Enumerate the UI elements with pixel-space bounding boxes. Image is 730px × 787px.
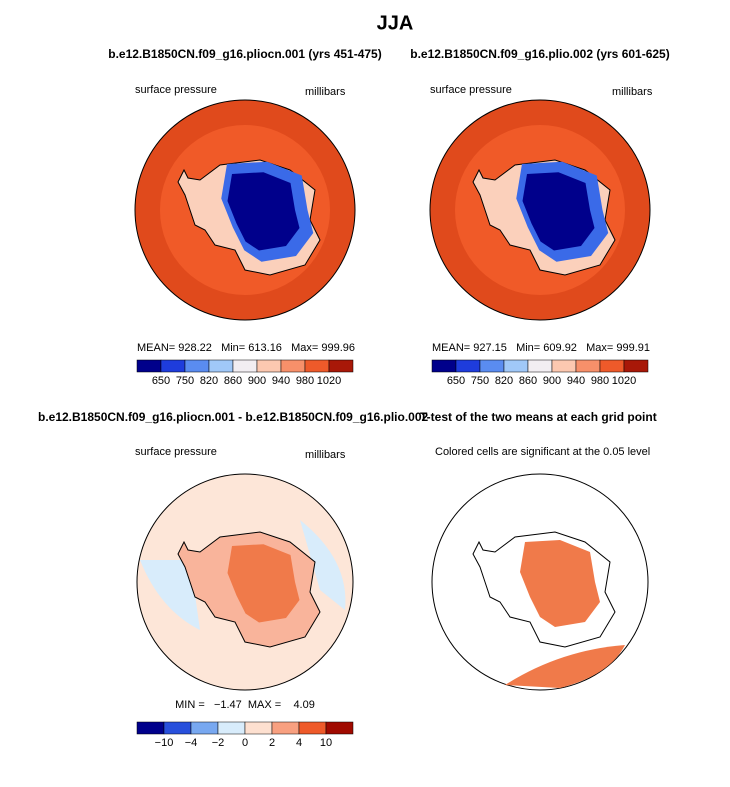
colorbar-label: 750	[176, 375, 194, 387]
colorbar-label: 1020	[612, 375, 636, 387]
figure-title: JJA	[377, 12, 414, 34]
colorbar-box	[190, 721, 219, 735]
colorbar-label: 0	[242, 737, 248, 749]
colorbar-box	[575, 359, 601, 373]
colorbar-box	[136, 721, 165, 735]
field-label: surface pressure	[135, 446, 217, 458]
colorbar-label: −10	[155, 737, 174, 749]
colorbar-label: 650	[447, 375, 465, 387]
colorbar-label: 10	[320, 737, 332, 749]
stats-label: MEAN= 927.15 Min= 609.92 Max= 999.91	[432, 342, 650, 354]
panel-title: b.e12.B1850CN.f09_g16.plio.002 (yrs 601-…	[410, 47, 669, 61]
colorbar-label: 4	[296, 737, 302, 749]
colorbar-label: 980	[591, 375, 609, 387]
colorbar-box	[455, 359, 481, 373]
colorbar-label: 900	[543, 375, 561, 387]
colorbar-box	[527, 359, 553, 373]
colorbar-label: 750	[471, 375, 489, 387]
stats-label: MIN = −1.47 MAX = 4.09	[175, 699, 315, 711]
colorbar-box	[184, 359, 210, 373]
colorbar-label: 1020	[317, 375, 341, 387]
colorbar-label: 980	[296, 375, 314, 387]
units-label: millibars	[612, 86, 653, 98]
colorbar-box	[503, 359, 529, 373]
map-neg	[140, 560, 200, 630]
units-label: millibars	[305, 449, 346, 461]
colorbar-label: −2	[212, 737, 225, 749]
colorbar-box	[551, 359, 577, 373]
field-label: surface pressure	[430, 84, 512, 96]
colorbar-box	[479, 359, 505, 373]
panel-title: b.e12.B1850CN.f09_g16.pliocn.001 (yrs 45…	[108, 47, 381, 61]
colorbar-box	[271, 721, 300, 735]
colorbar-label: 2	[269, 737, 275, 749]
colorbar-box	[325, 721, 354, 735]
stats-label: MEAN= 928.22 Min= 613.16 Max= 999.96	[137, 342, 355, 354]
map-high	[227, 544, 300, 623]
colorbar-label: 900	[248, 375, 266, 387]
colorbar-box	[136, 359, 162, 373]
colorbar-box	[623, 359, 649, 373]
colorbar-box	[232, 359, 258, 373]
colorbar-label: 940	[567, 375, 585, 387]
colorbar-box	[208, 359, 234, 373]
map-sig	[520, 540, 600, 627]
colorbar-box	[304, 359, 330, 373]
panel-title: b.e12.B1850CN.f09_g16.pliocn.001 - b.e12…	[38, 410, 429, 424]
colorbar-label: 650	[152, 375, 170, 387]
map-high	[522, 172, 595, 251]
colorbar-box	[328, 359, 354, 373]
colorbar-label: 860	[224, 375, 242, 387]
colorbar-box	[163, 721, 192, 735]
map-neg	[300, 520, 346, 610]
note-label: Colored cells are significant at the 0.0…	[435, 446, 650, 458]
map-high	[227, 172, 300, 251]
colorbar-box	[244, 721, 273, 735]
colorbar-box	[431, 359, 457, 373]
field-label: surface pressure	[135, 84, 217, 96]
colorbar-box	[280, 359, 306, 373]
colorbar-label: 820	[495, 375, 513, 387]
colorbar-label: 940	[272, 375, 290, 387]
colorbar-box	[160, 359, 186, 373]
colorbar-label: −4	[185, 737, 198, 749]
panel-title: T-test of the two means at each grid poi…	[420, 410, 657, 424]
colorbar-box	[256, 359, 282, 373]
colorbar-label: 820	[200, 375, 218, 387]
map-land	[472, 531, 616, 648]
colorbar-box	[599, 359, 625, 373]
units-label: millibars	[305, 86, 346, 98]
colorbar-box	[298, 721, 327, 735]
colorbar-box	[217, 721, 246, 735]
colorbar-label: 860	[519, 375, 537, 387]
map-sig	[505, 645, 625, 688]
